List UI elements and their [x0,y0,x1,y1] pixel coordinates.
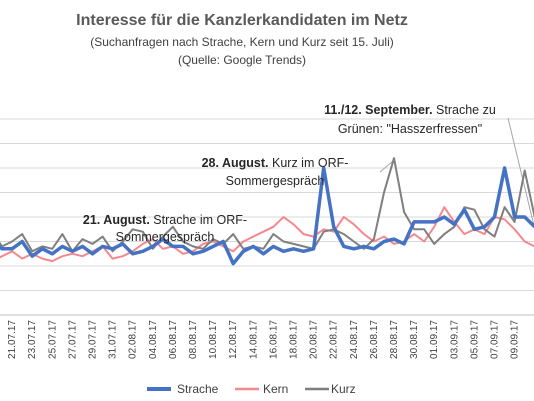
annotation-leader [379,159,395,173]
annotation-kurz-orf-line1: 28. August. Kurz im ORF- [202,156,349,170]
annotation-strache-orf-line1: 21. August. Strache im ORF- [83,213,247,227]
x-tick-label: 05.09.17 [469,320,480,359]
annotation-strache-orf: 21. August. Strache im ORF- Sommergesprä… [83,213,247,244]
x-tick-label: 23.07.17 [27,320,38,359]
x-tick-label: 01.09.17 [429,320,440,359]
x-tick-label: 12.08.17 [228,320,239,359]
x-tick-label: 04.08.17 [148,320,159,359]
x-tick-label: 29.07.17 [88,320,99,359]
annotation-strache-gruene: 11./12. September. Strache zu Grünen: "H… [324,103,496,136]
x-tick-label: 08.08.17 [188,320,199,359]
chart-title: Interesse für die Kanzlerkandidaten im N… [76,12,408,29]
x-tick-label: 06.08.17 [168,320,179,359]
annotation-leader [507,117,534,229]
x-tick-label: 22.08.17 [329,320,340,359]
legend: Strache Kern Kurz [147,382,356,396]
series-lines [0,157,534,266]
x-tick-label: 07.09.17 [490,320,501,359]
x-tick-label: 09.09.17 [510,320,521,359]
series-line-kern [0,206,534,263]
legend-label-kern: Kern [263,382,288,396]
x-tick-label: 03.09.17 [449,320,460,359]
x-tick-label: 27.07.17 [67,320,78,359]
x-tick-label: 21.07.17 [7,320,18,359]
annotation-leaders [379,117,534,229]
x-tick-label: 02.08.17 [128,320,139,359]
x-tick-label: 18.08.17 [289,320,300,359]
gridlines [0,118,534,316]
x-tick-label: 20.08.17 [309,320,320,359]
annotation-kurz-orf: 28. August. Kurz im ORF- Sommergespräch [202,156,349,188]
x-tick-label: 31.07.17 [108,320,119,359]
x-tick-label: 14.08.17 [248,320,259,359]
chart-source: (Quelle: Google Trends) [178,53,306,67]
legend-label-kurz: Kurz [331,382,356,396]
x-tick-label: 25.07.17 [47,320,58,359]
x-tick-label: 24.08.17 [349,320,360,359]
annotation-strache-gruene-line2: Grünen: "Hasszerfressen" [338,122,482,136]
x-tick-label: 28.08.17 [389,320,400,359]
chart-subtitle: (Suchanfragen nach Strache, Kern und Kur… [90,35,394,49]
legend-label-strache: Strache [177,382,219,396]
x-tick-label: 30.08.17 [409,320,420,359]
annotation-strache-gruene-line1: 11./12. September. Strache zu [324,103,496,117]
series-line-strache [0,166,534,266]
annotation-kurz-orf-line2: Sommergespräch [226,174,325,188]
x-tick-label: 16.08.17 [268,320,279,359]
x-tick-label: 26.08.17 [369,320,380,359]
series-line-kurz [0,157,534,253]
x-axis-ticks: 21.07.17 23.07.17 25.07.17 27.07.17 29.07.17… [7,320,521,359]
annotation-strache-orf-line2: Sommergespräch [116,230,215,244]
x-tick-label: 10.08.17 [208,320,219,359]
